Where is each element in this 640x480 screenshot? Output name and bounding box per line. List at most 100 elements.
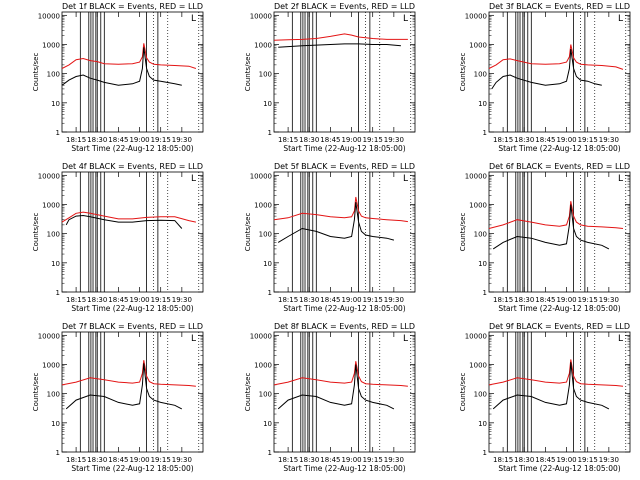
- y-tick-label: 100: [474, 391, 487, 399]
- events-series-line: [491, 48, 602, 90]
- plot-frame: [273, 11, 416, 133]
- panel-2: Det 2f BLACK = Events, RED = LLD L 1 10 100 1…: [244, 2, 416, 153]
- x-tick-label: 19:30: [384, 296, 404, 304]
- y-tick-label: 10000: [250, 332, 272, 340]
- panel-9: Det 9f BLACK = Events, RED = LLD L 1 10 100 1…: [459, 322, 631, 473]
- panel-title: Det 6f BLACK = Events, RED = LLD: [489, 162, 630, 171]
- y-tick-label: 1000: [42, 201, 60, 209]
- x-tick-label: 18:15: [278, 296, 298, 304]
- x-tick-label: 19:30: [172, 296, 192, 304]
- lld-series-line: [61, 360, 196, 387]
- x-tick-label: 18:30: [299, 456, 319, 464]
- events-series-line: [61, 47, 182, 86]
- y-tick-label: 10: [51, 100, 60, 108]
- x-tick-label: 18:15: [278, 136, 298, 144]
- panel-8: Det 8f BLACK = Events, RED = LLD L 1 10 100 1…: [244, 322, 416, 473]
- x-tick-label: 18:15: [66, 296, 86, 304]
- y-tick-label: 10: [263, 260, 272, 268]
- x-tick-label: 18:15: [493, 456, 513, 464]
- x-tick-label: 19:00: [341, 456, 361, 464]
- x-tick-label: 19:00: [556, 456, 576, 464]
- x-axis-label: Start Time (22-Aug-12 18:05:00): [498, 304, 620, 313]
- events-series-line: [277, 364, 395, 410]
- y-tick-label: 100: [474, 71, 487, 79]
- events-series-line: [492, 362, 610, 410]
- x-tick-label: 18:30: [87, 136, 107, 144]
- x-tick-label: 19:30: [172, 456, 192, 464]
- x-tick-label: 19:30: [384, 456, 404, 464]
- y-tick-label: 100: [47, 391, 60, 399]
- x-tick-label: 18:30: [87, 456, 107, 464]
- y-tick-label: 10: [478, 420, 487, 428]
- y-tick-label: 10: [263, 100, 272, 108]
- x-tick-label: 19:00: [129, 456, 149, 464]
- x-axis-label: Start Time (22-Aug-12 18:05:00): [498, 144, 620, 153]
- x-tick-label: 19:15: [151, 456, 171, 464]
- y-axis-label: Counts/sec: [244, 373, 252, 412]
- y-tick-label: 1000: [42, 41, 60, 49]
- x-tick-label: 19:15: [363, 296, 383, 304]
- plot-frame: [488, 331, 631, 453]
- legend-marker: L: [403, 334, 408, 344]
- x-tick-label: 18:45: [320, 296, 340, 304]
- y-tick-label: 100: [47, 231, 60, 239]
- y-tick-label: 10000: [38, 332, 60, 340]
- x-tick-label: 18:15: [493, 296, 513, 304]
- y-tick-label: 100: [259, 231, 272, 239]
- x-tick-label: 19:15: [578, 456, 598, 464]
- legend-marker: L: [191, 14, 196, 24]
- x-tick-label: 19:15: [578, 296, 598, 304]
- y-tick-label: 1: [268, 449, 272, 457]
- panel-6: Det 6f BLACK = Events, RED = LLD L 1 10 100 1…: [459, 162, 631, 313]
- y-tick-label: 1000: [254, 361, 272, 369]
- y-tick-label: 100: [259, 71, 272, 79]
- x-tick-label: 19:00: [129, 136, 149, 144]
- x-axis-label: Start Time (22-Aug-12 18:05:00): [71, 304, 193, 313]
- x-tick-label: 19:00: [341, 296, 361, 304]
- y-tick-label: 10: [263, 420, 272, 428]
- x-tick-label: 18:45: [108, 136, 128, 144]
- y-axis-label: Counts/sec: [459, 373, 467, 412]
- legend-marker: L: [191, 334, 196, 344]
- y-tick-label: 1: [483, 289, 487, 297]
- lld-series-line: [488, 201, 624, 229]
- x-tick-label: 19:15: [363, 456, 383, 464]
- x-tick-label: 18:15: [493, 136, 513, 144]
- panel-title: Det 9f BLACK = Events, RED = LLD: [489, 322, 630, 331]
- y-tick-label: 1000: [469, 361, 487, 369]
- x-tick-label: 19:30: [172, 136, 192, 144]
- y-tick-label: 1000: [469, 201, 487, 209]
- x-tick-label: 19:15: [363, 136, 383, 144]
- legend-marker: L: [618, 334, 623, 344]
- y-tick-label: 1000: [254, 201, 272, 209]
- x-tick-label: 18:45: [320, 456, 340, 464]
- x-tick-label: 19:30: [599, 456, 619, 464]
- panel-title: Det 2f BLACK = Events, RED = LLD: [274, 2, 415, 11]
- events-series-line: [277, 202, 395, 243]
- plot-frame: [61, 11, 204, 133]
- y-axis-label: Counts/sec: [32, 53, 40, 92]
- lld-series-line: [61, 43, 197, 69]
- y-tick-label: 100: [474, 231, 487, 239]
- x-axis-label: Start Time (22-Aug-12 18:05:00): [498, 464, 620, 473]
- x-tick-label: 19:15: [151, 296, 171, 304]
- y-axis-label: Counts/sec: [244, 213, 252, 252]
- x-axis-label: Start Time (22-Aug-12 18:05:00): [283, 144, 405, 153]
- x-tick-label: 18:45: [535, 296, 555, 304]
- panel-1: Det 1f BLACK = Events, RED = LLD L 1 10 100 1…: [32, 2, 204, 153]
- legend-marker: L: [618, 14, 623, 24]
- y-tick-label: 10000: [250, 172, 272, 180]
- events-series-line: [492, 204, 610, 250]
- x-tick-label: 19:30: [384, 136, 404, 144]
- x-tick-label: 18:30: [514, 136, 534, 144]
- events-series-line: [65, 363, 183, 410]
- x-tick-label: 18:15: [66, 136, 86, 144]
- panel-title: Det 5f BLACK = Events, RED = LLD: [274, 162, 415, 171]
- y-tick-label: 1000: [469, 41, 487, 49]
- x-tick-label: 19:30: [599, 136, 619, 144]
- y-tick-label: 10000: [465, 172, 487, 180]
- y-tick-label: 10000: [465, 12, 487, 20]
- y-tick-label: 100: [259, 391, 272, 399]
- legend-marker: L: [403, 14, 408, 24]
